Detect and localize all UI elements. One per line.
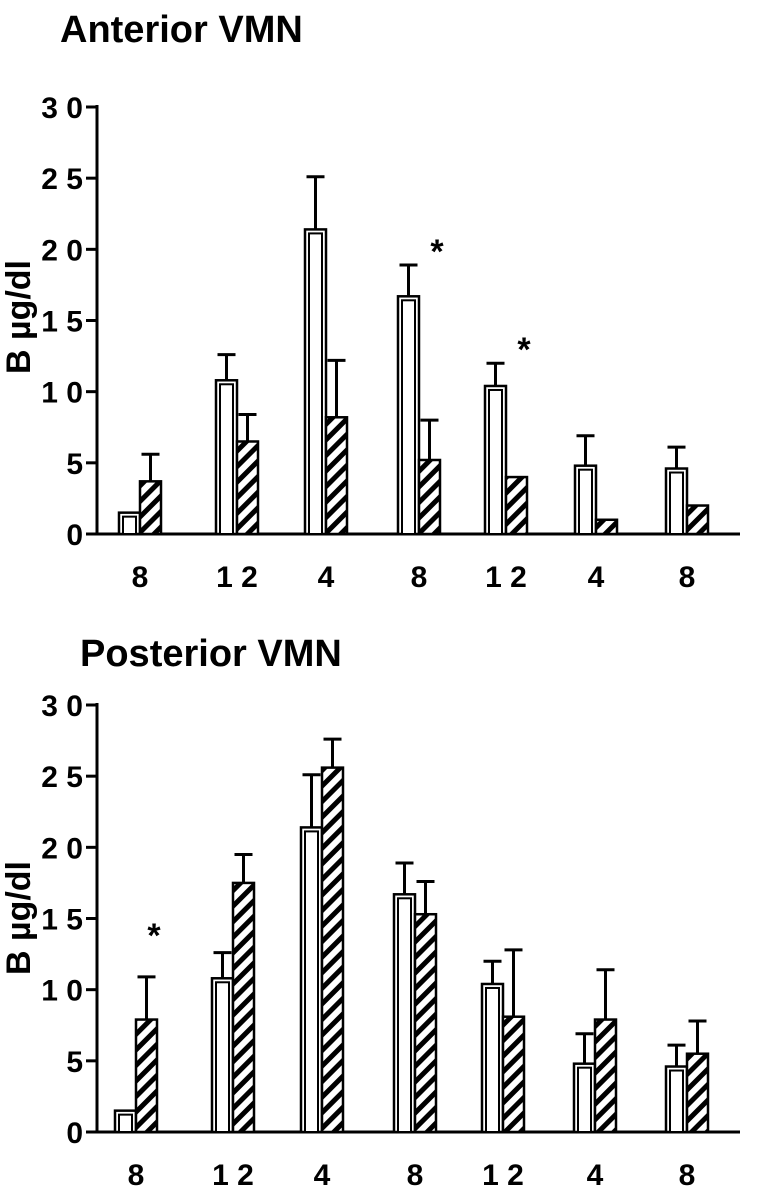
bar-open-inner <box>488 388 503 535</box>
y-tick-label: 5 <box>66 1046 83 1079</box>
y-tick-label: 2 5 <box>41 163 83 196</box>
bar-open-inner <box>215 981 230 1134</box>
bar-open-inner <box>485 986 500 1133</box>
bar-hatched <box>685 1052 710 1134</box>
y-tick-label: 1 0 <box>41 975 83 1008</box>
bar-open-inner <box>669 471 684 536</box>
x-tick-label: 8 <box>679 1159 696 1192</box>
posterior-vmn-chart: Posterior VMN B µg/dl 0 5 1 0 1 5 2 0 2 5 3 0 8… <box>0 633 740 1192</box>
y-tick-label: 2 0 <box>41 832 83 865</box>
y-tick-label: 1 5 <box>41 904 83 937</box>
y-axis-label: B µg/dl <box>0 260 38 374</box>
y-tick-label: 1 0 <box>41 377 83 410</box>
x-tick-label: 1 2 <box>212 1159 254 1192</box>
bar-hatched <box>594 518 619 536</box>
x-tick-label: 8 <box>679 561 696 594</box>
y-tick-label: 5 <box>66 448 83 481</box>
bar-open-inner <box>401 299 416 536</box>
bar-open-inner <box>304 830 319 1133</box>
bar-open-inner <box>308 232 323 535</box>
bar-hatched <box>593 1018 618 1134</box>
x-tick-label: 8 <box>407 1159 424 1192</box>
x-tick-label: 4 <box>318 561 335 594</box>
y-tick-label: 2 5 <box>41 761 83 794</box>
bar-hatched <box>501 1015 526 1134</box>
bar-hatched <box>134 1018 159 1134</box>
bar-hatched <box>235 440 260 536</box>
x-tick-label: 4 <box>314 1159 331 1192</box>
bar-open-inner <box>219 383 234 535</box>
bar-open-inner <box>578 468 593 535</box>
bar-hatched <box>504 475 529 536</box>
bar-open-inner <box>122 515 137 536</box>
bar-hatched <box>413 912 438 1134</box>
y-tick-label: 0 <box>66 1117 83 1150</box>
bar-open-inner <box>577 1066 592 1134</box>
significance-star: * <box>147 917 161 955</box>
chart-title: Posterior VMN <box>80 633 342 675</box>
bar-hatched <box>138 480 163 536</box>
x-tick-label: 4 <box>587 1159 604 1192</box>
x-tick-label: 1 2 <box>482 1159 524 1192</box>
bar-hatched <box>417 458 442 536</box>
bar-hatched <box>320 766 345 1134</box>
y-tick-label: 3 0 <box>41 92 83 125</box>
significance-star: * <box>517 331 531 369</box>
bar-open-inner <box>118 1113 133 1134</box>
bar-hatched <box>324 416 349 536</box>
x-tick-label: 1 2 <box>485 561 527 594</box>
chart-title: Anterior VMN <box>60 9 303 51</box>
bar-open-inner <box>669 1069 684 1133</box>
significance-star: * <box>430 233 444 271</box>
y-axis-label: B µg/dl <box>0 861 38 975</box>
x-tick-label: 4 <box>588 561 605 594</box>
x-tick-label: 8 <box>411 561 428 594</box>
bar-hatched <box>685 504 710 536</box>
y-tick-label: 0 <box>66 519 83 552</box>
bar-hatched <box>231 881 256 1134</box>
x-tick-label: 8 <box>132 561 149 594</box>
bar-open-inner <box>397 897 412 1134</box>
y-tick-label: 3 0 <box>41 690 83 723</box>
anterior-vmn-chart: Anterior VMN B µg/dl 0 5 1 0 1 5 2 0 2 5 3 0 8 1… <box>0 9 740 594</box>
x-tick-label: 1 2 <box>216 561 258 594</box>
y-tick-label: 2 0 <box>41 234 83 267</box>
x-tick-label: 8 <box>128 1159 145 1192</box>
y-tick-label: 1 5 <box>41 306 83 339</box>
